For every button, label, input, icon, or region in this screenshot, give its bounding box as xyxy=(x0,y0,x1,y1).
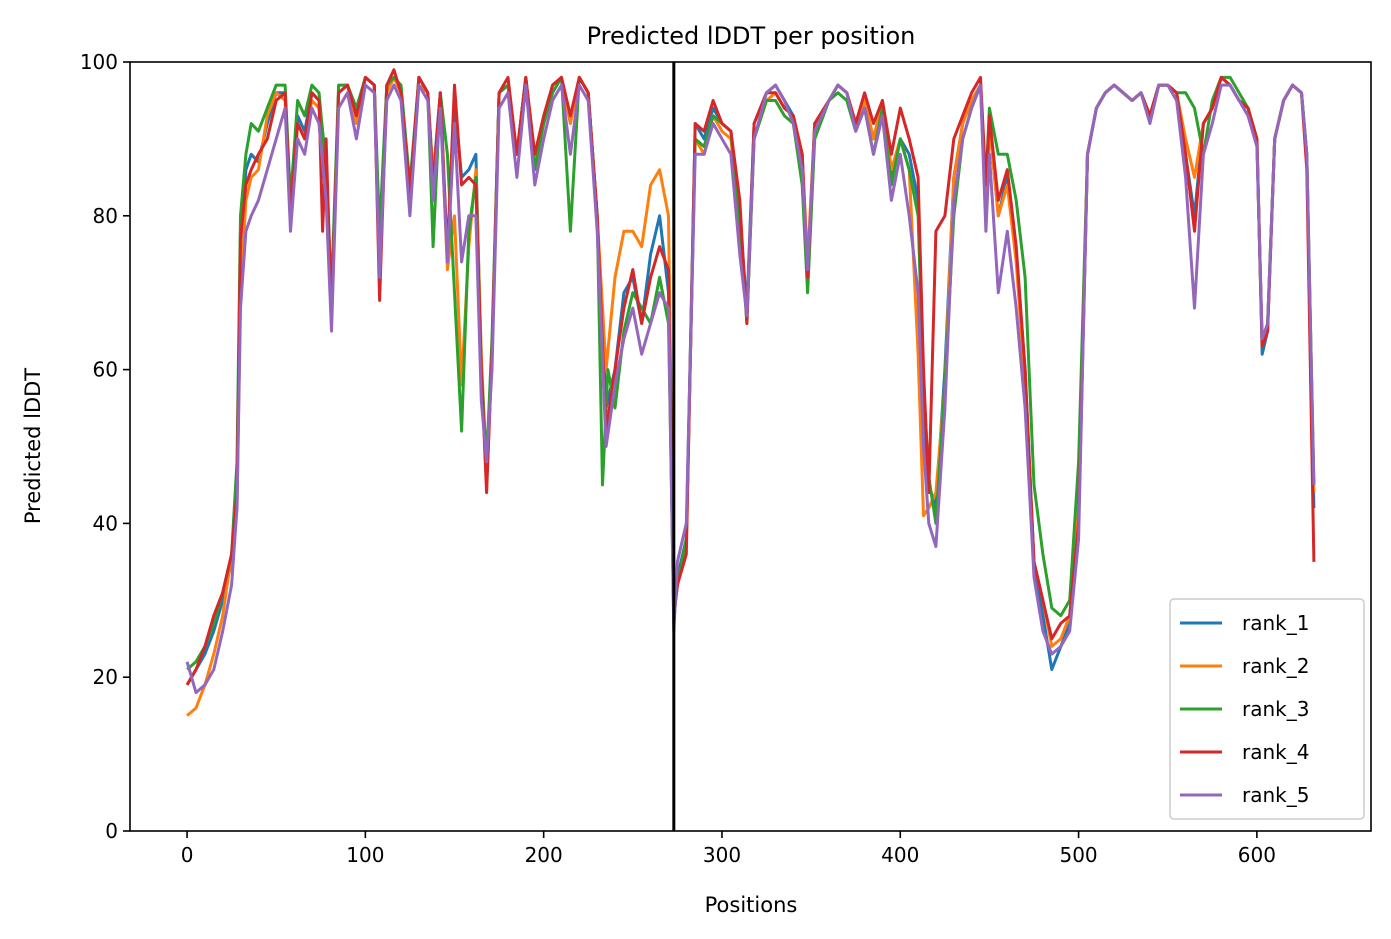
y-tick-label: 60 xyxy=(93,358,118,382)
legend-label-rank_3: rank_3 xyxy=(1242,697,1309,721)
y-axis: 0 20 40 60 80 100 xyxy=(80,50,130,843)
x-tick-label: 600 xyxy=(1238,843,1276,867)
legend-label-rank_2: rank_2 xyxy=(1242,654,1309,678)
chart-title: Predicted lDDT per position xyxy=(587,22,916,50)
y-tick-label: 100 xyxy=(80,50,118,74)
series-line-rank_3 xyxy=(186,75,1316,671)
x-axis: 0 100 200 300 400 500 600 xyxy=(181,831,1276,867)
y-tick-label: 20 xyxy=(93,665,118,689)
x-tick-label: 300 xyxy=(703,843,741,867)
x-tick-label: 100 xyxy=(346,843,384,867)
series-lines xyxy=(185,68,1316,717)
series-line-rank_4 xyxy=(185,68,1316,686)
legend-label-rank_5: rank_5 xyxy=(1242,783,1309,807)
x-tick-label: 400 xyxy=(881,843,919,867)
legend-label-rank_1: rank_1 xyxy=(1242,611,1309,635)
x-tick-label: 0 xyxy=(181,843,194,867)
x-tick-label: 500 xyxy=(1059,843,1097,867)
series-line-rank_2 xyxy=(186,75,1316,717)
y-tick-label: 40 xyxy=(93,511,118,535)
y-tick-label: 80 xyxy=(93,204,118,228)
plot-area-frame xyxy=(129,61,1372,832)
x-tick-label: 200 xyxy=(525,843,563,867)
y-axis-title: Predicted lDDT xyxy=(21,368,45,524)
legend-box xyxy=(1169,598,1365,820)
legend-label-rank_4: rank_4 xyxy=(1242,740,1309,764)
x-axis-title: Positions xyxy=(705,893,798,917)
y-tick-label: 0 xyxy=(105,819,118,843)
legend: rank_1 rank_2 rank_3 rank_4 rank_5 xyxy=(1169,598,1365,820)
series-line-rank_1 xyxy=(185,75,1316,686)
series-line-rank_5 xyxy=(185,83,1316,695)
